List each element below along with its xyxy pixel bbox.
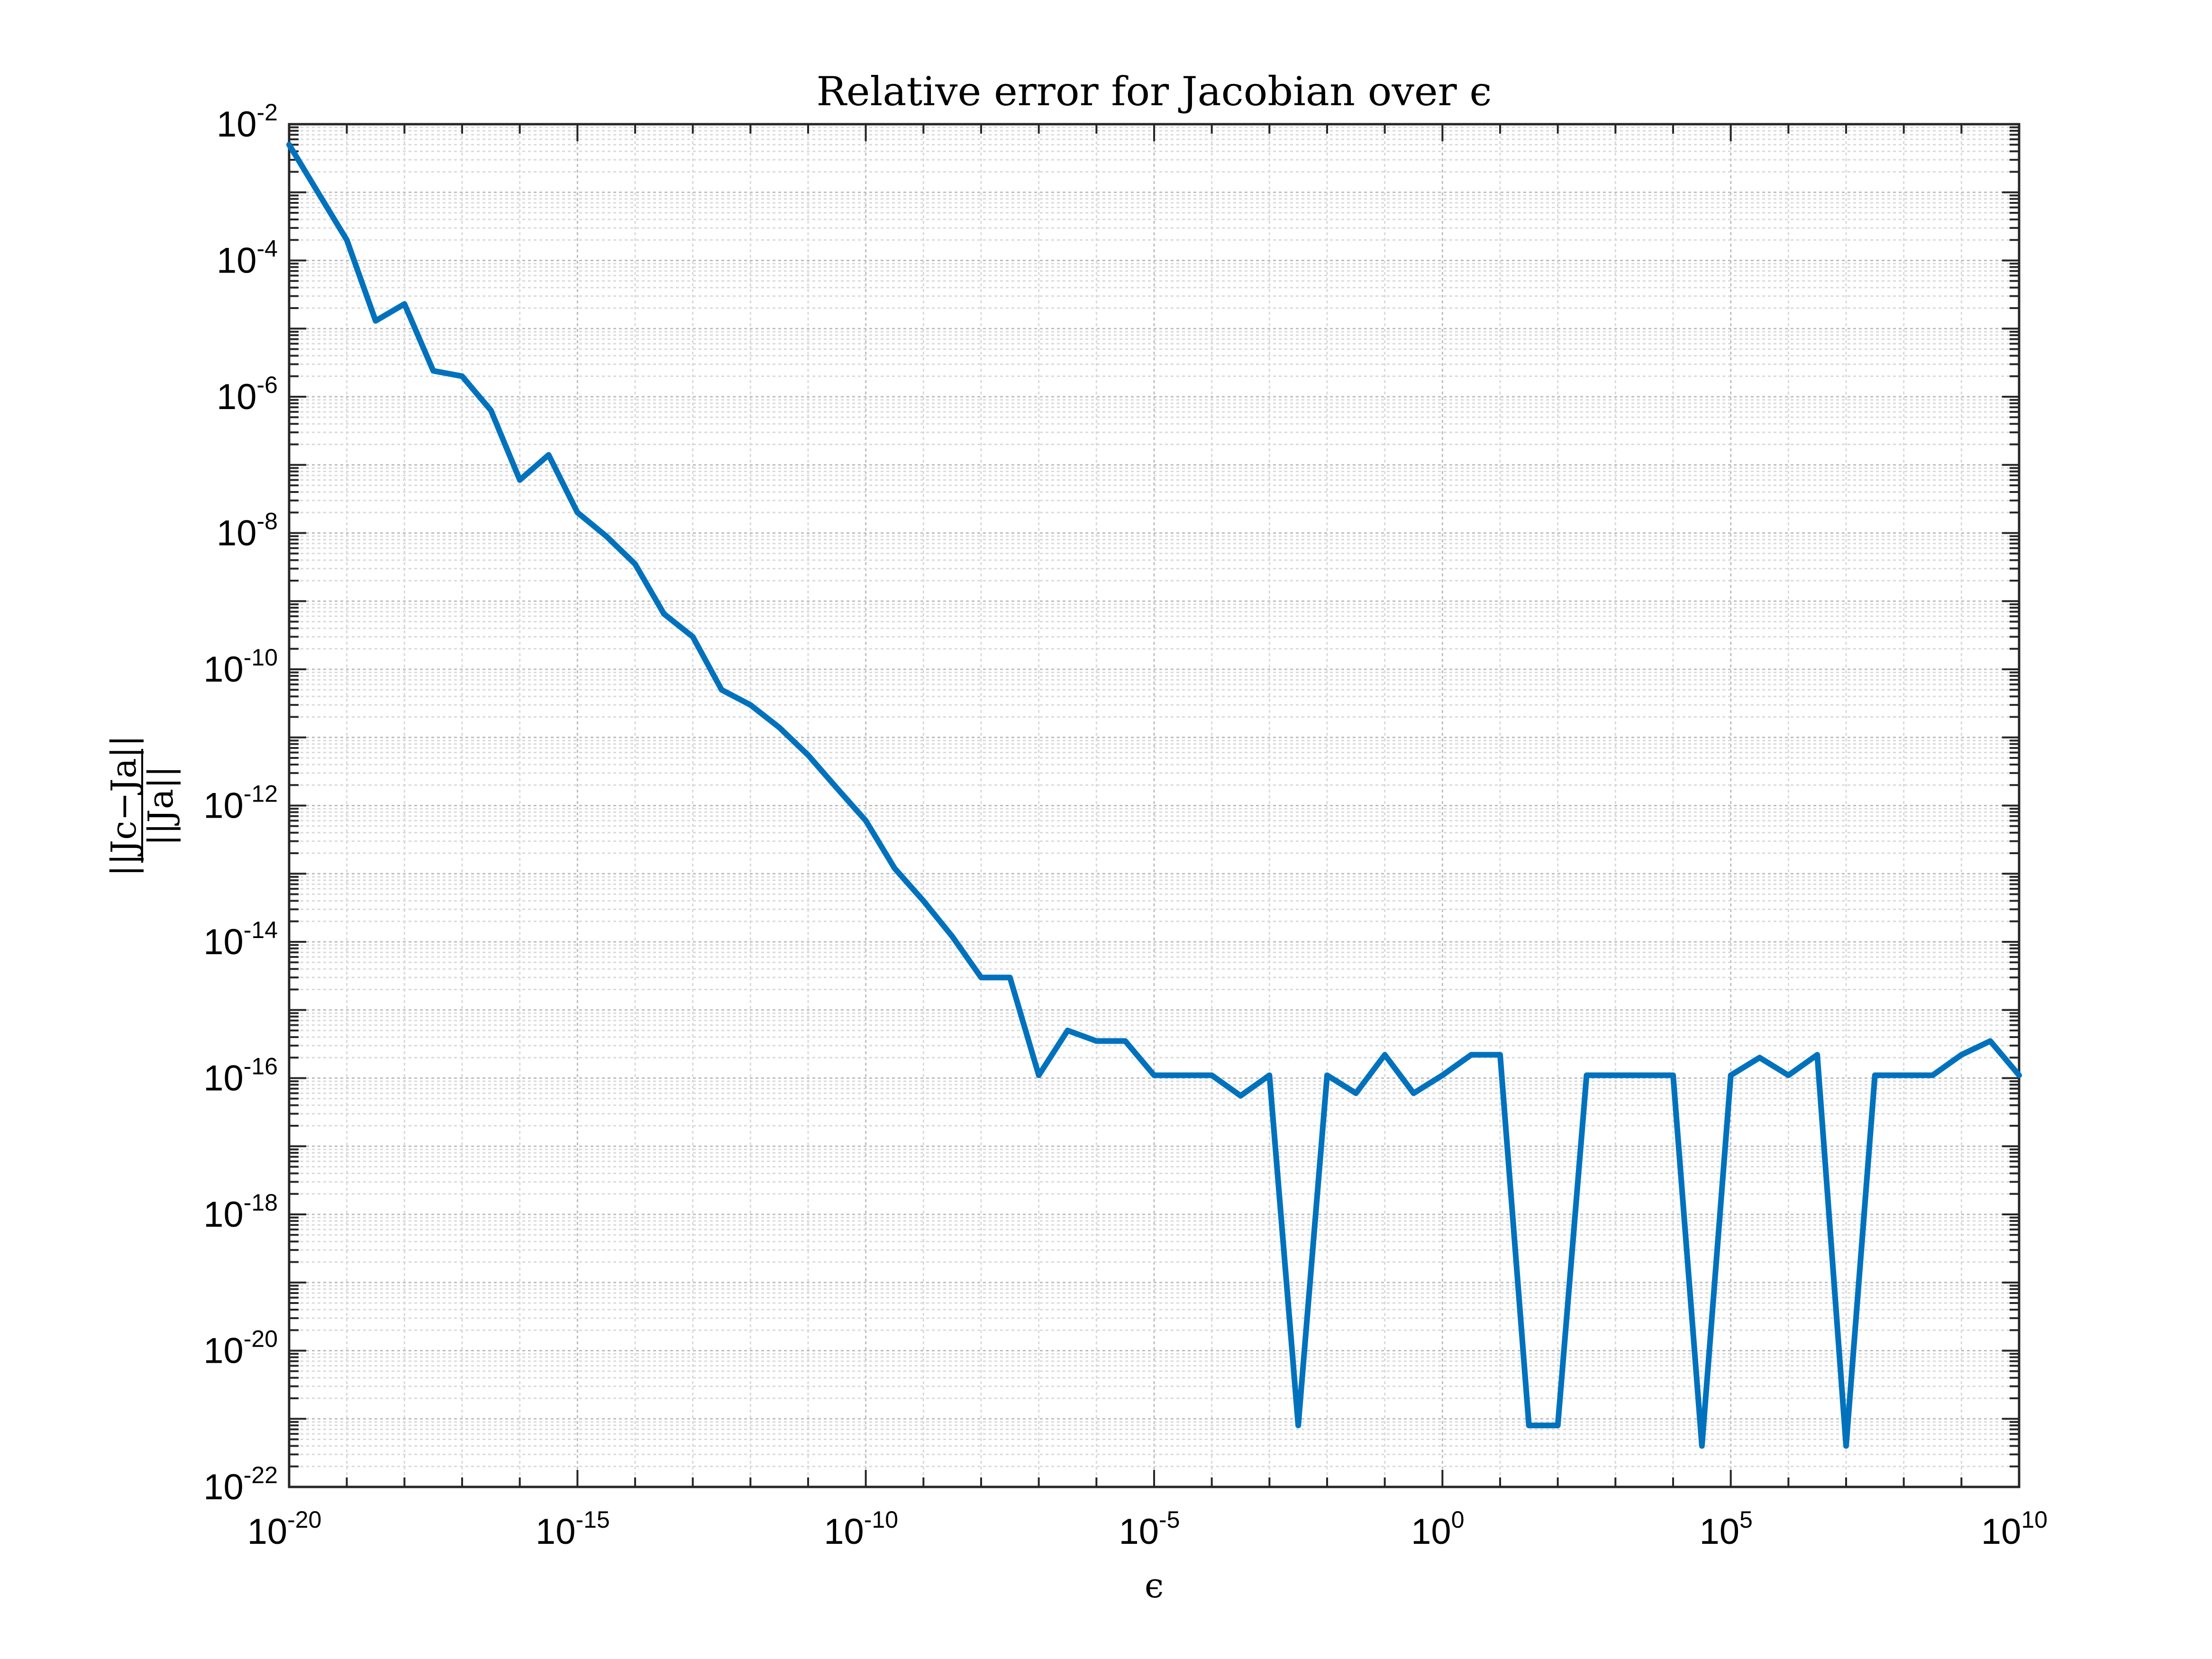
y-tick-label: 10-2 [217,99,278,145]
x-tick-label: 10-20 [247,1506,322,1552]
x-tick-labels: 10-20 10-15 10-10 10-5 100 105 1010 [247,1506,2048,1552]
x-tick-label: 10-10 [824,1506,898,1552]
series-layer [286,142,2022,1449]
chart-title: Relative error for Jacobian over ϵ [817,68,1492,115]
y-tick-label: 10-6 [217,372,278,417]
y-tick-label: 10-4 [217,236,278,281]
y-tick-label: 10-18 [203,1189,278,1235]
y-tick-label: 10-10 [203,644,278,690]
x-axis-label: ϵ [1145,1566,1164,1605]
x-tick-label: 1010 [1981,1506,2048,1552]
y-axis-label: ||Jc−Ja|| ||Ja|| [104,735,181,876]
y-tick-label: 10-22 [203,1462,278,1507]
x-tick-label: 105 [1699,1506,1752,1552]
tick-marks [288,124,2020,1488]
y-tick-label: 10-20 [203,1326,278,1371]
y-axis-label-numerator: ||Jc−Ja|| [104,735,144,876]
y-axis-label-denominator: ||Ja|| [141,766,181,846]
x-tick-label: 10-15 [536,1506,610,1552]
x-tick-label: 10-5 [1119,1506,1180,1552]
x-tick-label: 100 [1411,1506,1464,1552]
y-tick-label: 10-14 [203,917,278,962]
y-tick-label: 10-12 [203,781,278,826]
series-line-1 [286,142,2022,1449]
y-tick-label: 10-16 [203,1053,278,1099]
y-tick-label: 10-8 [217,508,278,554]
y-tick-labels: 10-2 10-4 10-6 10-8 10-10 10-12 10-14 10-16 10-1… [203,99,278,1507]
